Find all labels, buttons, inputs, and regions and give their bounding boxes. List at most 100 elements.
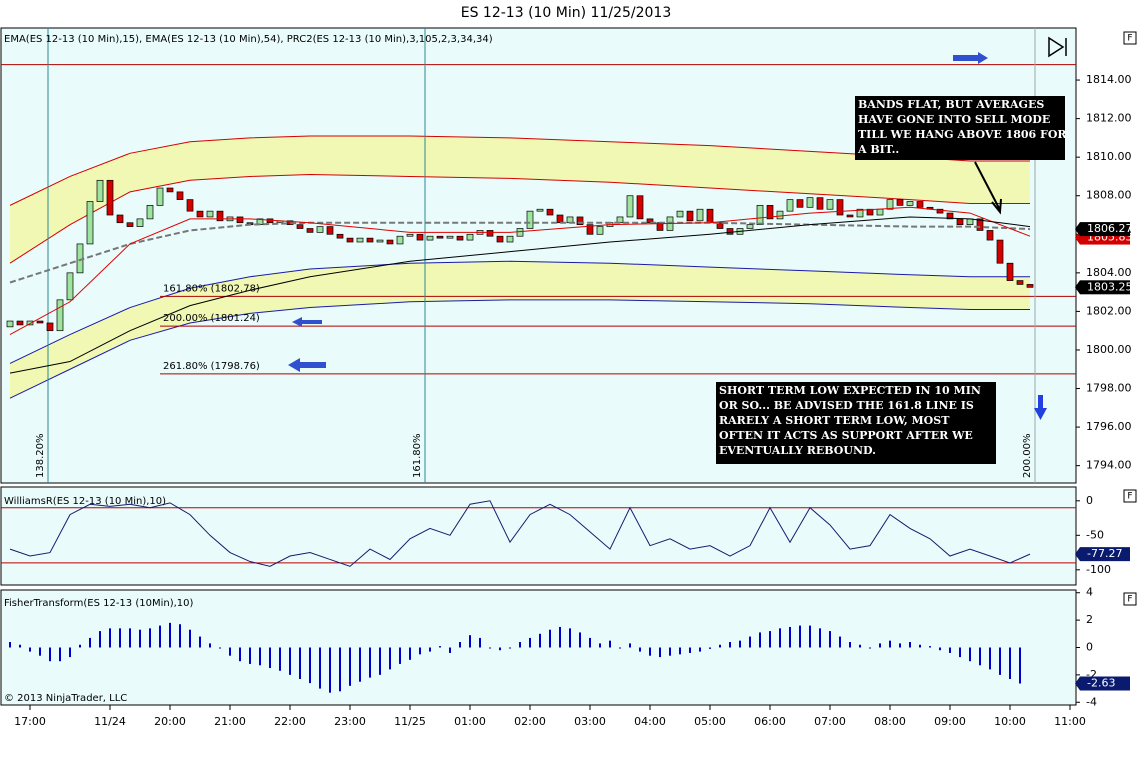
fisher-bar bbox=[369, 647, 371, 678]
fisher-bar bbox=[379, 647, 381, 675]
fisher-bar bbox=[1019, 647, 1021, 684]
candle bbox=[96, 179, 104, 202]
candle bbox=[6, 320, 14, 328]
y-tick-label: -50 bbox=[1086, 528, 1104, 541]
annotation-text: SHORT TERM LOW EXPECTED IN 10 MIN bbox=[719, 384, 981, 397]
annotation-box bbox=[716, 382, 996, 464]
y-tick-label: -4 bbox=[1086, 695, 1097, 708]
williams-line bbox=[9, 500, 1031, 567]
fisher-bar bbox=[769, 631, 771, 648]
candle bbox=[486, 230, 494, 237]
band-line bbox=[9, 260, 1030, 364]
candle bbox=[576, 216, 584, 226]
y-tick-label: 1796.00 bbox=[1086, 420, 1132, 433]
panel-button bbox=[1123, 592, 1137, 606]
fisher-bar bbox=[389, 647, 391, 670]
fisher-bar bbox=[979, 647, 981, 666]
fisher-bar bbox=[969, 647, 971, 662]
williams-panel bbox=[0, 486, 1077, 586]
x-tick-label: 20:00 bbox=[154, 715, 186, 728]
fisher-bar bbox=[989, 647, 991, 670]
band-line bbox=[9, 299, 1030, 399]
badge-tip bbox=[1075, 280, 1080, 295]
fisher-bar bbox=[479, 637, 481, 648]
fisher-bar bbox=[9, 642, 11, 648]
candle bbox=[546, 208, 554, 216]
candle bbox=[196, 210, 204, 218]
annotation-text: TILL WE HANG ABOVE 1806 FOR bbox=[858, 128, 1067, 141]
fisher-bar bbox=[439, 646, 441, 648]
vertical-label: 200.00% bbox=[1022, 434, 1033, 479]
chart-title: ES 12-13 (10 Min) 11/25/2013 bbox=[461, 5, 672, 21]
fisher-group bbox=[9, 622, 1021, 693]
candle bbox=[356, 237, 364, 243]
fisher-bar bbox=[289, 647, 291, 675]
candle bbox=[1016, 280, 1024, 285]
fisher-bar bbox=[259, 647, 261, 666]
fisher-bar bbox=[879, 643, 881, 648]
fisher-bar bbox=[229, 647, 231, 656]
fisher-bar bbox=[609, 640, 611, 648]
price-badge bbox=[1080, 676, 1130, 691]
candle bbox=[776, 210, 784, 220]
candle bbox=[826, 199, 834, 210]
fisher-bar bbox=[399, 647, 401, 664]
fisher-bar bbox=[649, 647, 651, 656]
y-tick-label: 1812.00 bbox=[1086, 112, 1132, 125]
fisher-bar bbox=[849, 642, 851, 648]
fisher-bar bbox=[549, 629, 551, 648]
x-tick-label: 11/24 bbox=[94, 715, 126, 728]
fisher-bar bbox=[589, 637, 591, 648]
candle bbox=[26, 320, 34, 326]
candle bbox=[206, 210, 214, 218]
candle bbox=[126, 222, 134, 227]
price-badge bbox=[1080, 222, 1130, 237]
candle bbox=[306, 228, 314, 233]
level-label: 261.80% (1798.76) bbox=[163, 361, 260, 372]
fisher-bar bbox=[449, 647, 451, 653]
fisher-bar bbox=[79, 644, 81, 648]
legend: EMA(ES 12-13 (10 Min),15), EMA(ES 12-13 … bbox=[4, 34, 493, 45]
badge-tip bbox=[1075, 676, 1080, 691]
x-tick-label: 07:00 bbox=[814, 715, 846, 728]
candle bbox=[676, 210, 684, 218]
x-tick-label: 10:00 bbox=[994, 715, 1026, 728]
vertical-label: 161.80% bbox=[412, 434, 423, 479]
y-tick-label: 1798.00 bbox=[1086, 382, 1132, 395]
fisher-bar bbox=[59, 647, 61, 662]
annotation-text: OFTEN IT ACTS AS SUPPORT AFTER WE bbox=[719, 429, 973, 442]
fisher-bar bbox=[299, 647, 301, 679]
fisher-bar bbox=[339, 647, 341, 692]
candle bbox=[916, 201, 924, 208]
fisher-bar bbox=[489, 647, 491, 649]
fisher-bar bbox=[579, 632, 581, 648]
fisher-bar bbox=[779, 628, 781, 648]
fisher-bar bbox=[89, 637, 91, 648]
x-tick-label: 22:00 bbox=[274, 715, 306, 728]
arrow-icon bbox=[288, 358, 326, 372]
badge-label: -2.63 bbox=[1087, 677, 1115, 690]
fisher-bar bbox=[729, 642, 731, 648]
band-fill bbox=[10, 261, 1030, 399]
fisher-bar bbox=[859, 644, 861, 648]
candle bbox=[996, 239, 1004, 264]
x-tick-label: 03:00 bbox=[574, 715, 606, 728]
badge-label: 1806.27 bbox=[1087, 222, 1133, 235]
candle bbox=[856, 208, 864, 218]
candle bbox=[216, 210, 224, 222]
arrow-icon bbox=[953, 52, 988, 64]
candle bbox=[1026, 284, 1034, 288]
fisher-bar bbox=[239, 647, 241, 662]
candle bbox=[426, 235, 434, 241]
candle bbox=[526, 210, 534, 229]
candle bbox=[506, 235, 514, 243]
candle bbox=[86, 201, 94, 245]
candle bbox=[796, 199, 804, 208]
fisher-bar bbox=[219, 647, 221, 649]
fisher-bar bbox=[69, 647, 71, 658]
fisher-bar bbox=[19, 644, 21, 648]
fisher-bar bbox=[269, 647, 271, 669]
fisher-bar bbox=[509, 647, 511, 649]
fisher-bar bbox=[619, 647, 621, 649]
candle bbox=[936, 208, 944, 214]
